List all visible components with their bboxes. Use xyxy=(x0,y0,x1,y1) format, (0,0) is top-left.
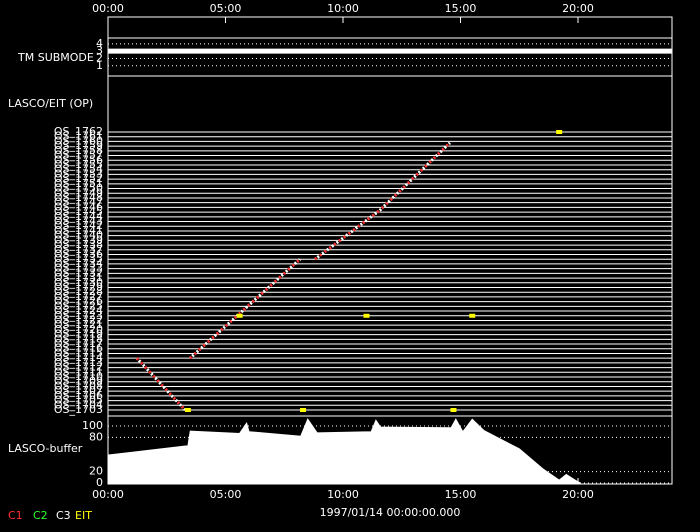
y-tick-label: OS_1718 xyxy=(54,332,103,345)
y-tick-label: 4 xyxy=(96,37,103,50)
y-tick-label: OS_1740 xyxy=(54,229,103,242)
y-tick-label: OS_1734 xyxy=(54,257,103,270)
y-tick-label: OS_1706 xyxy=(54,389,103,402)
data-point xyxy=(556,130,563,134)
x-tick-label: 05:00 xyxy=(210,2,242,15)
buffer-area xyxy=(107,418,581,484)
x-tick-label: 00:00 xyxy=(92,2,124,15)
y-tick-label: OS_1729 xyxy=(54,280,103,293)
y-tick-label: OS_1752 xyxy=(54,172,103,185)
y-tick-label: 1 xyxy=(96,59,103,72)
y-tick-label: OS_1713 xyxy=(54,356,103,369)
y-tick-label: OS_1720 xyxy=(54,323,103,336)
y-tick-label: OS_1748 xyxy=(54,191,103,204)
y-tick-label: OS_1745 xyxy=(54,205,103,218)
data-point xyxy=(363,313,370,318)
y-tick-label: OS_1708 xyxy=(54,379,103,392)
x-tick-label: 05:00 xyxy=(210,488,242,501)
data-point xyxy=(450,408,457,412)
y-tick-label: OS_1761 xyxy=(54,130,103,143)
y-tick-label: OS_1741 xyxy=(54,224,103,237)
date-label: 1997/01/14 00:00:00.000 xyxy=(320,506,461,519)
y-tick-label: OS_1725 xyxy=(54,299,103,312)
x-tick-label: 10:00 xyxy=(327,488,359,501)
y-tick-label: OS_1722 xyxy=(54,313,103,326)
legend-entry: C3 xyxy=(56,509,71,522)
y-tick-label: OS_1721 xyxy=(54,318,103,331)
y-tick-label: OS_1743 xyxy=(54,215,103,228)
y-tick-label: OS_1714 xyxy=(54,351,103,364)
y-tick-label: 2 xyxy=(96,51,103,64)
y-tick-label: OS_1756 xyxy=(54,153,103,166)
series-line xyxy=(135,141,451,412)
y-tick-label: OS_1711 xyxy=(54,365,103,378)
data-point xyxy=(300,408,307,412)
x-tick-label: 10:00 xyxy=(327,2,359,15)
y-tick-label: OS_1727 xyxy=(54,290,103,303)
y-tick-label: OS_1731 xyxy=(54,271,103,284)
y-tick-label: OS_1762 xyxy=(54,125,103,138)
panel-title: LASCO-buffer xyxy=(8,442,83,455)
y-tick-label: OS_1730 xyxy=(54,276,103,289)
panel-title: TM SUBMODE xyxy=(17,51,94,64)
x-tick-label: 20:00 xyxy=(562,2,594,15)
y-tick-label: OS_1732 xyxy=(54,266,103,279)
y-tick-label: OS_1735 xyxy=(54,252,103,265)
y-tick-label: OS_1744 xyxy=(54,210,103,223)
y-tick-label: OS_1758 xyxy=(54,144,103,157)
y-tick-label: OS_1736 xyxy=(54,248,103,261)
y-tick-label: OS_1753 xyxy=(54,167,103,180)
y-tick-label: OS_1719 xyxy=(54,328,103,341)
x-tick-label: 15:00 xyxy=(445,488,477,501)
legend-entry: C2 xyxy=(33,509,48,522)
y-tick-label: OS_1751 xyxy=(54,177,103,190)
legend-entry: EIT xyxy=(75,509,92,522)
y-tick-label: OS_1746 xyxy=(54,200,103,213)
data-point xyxy=(184,408,191,412)
y-tick-label: OS_1728 xyxy=(54,285,103,298)
y-tick-label: OS_1749 xyxy=(54,186,103,199)
y-tick-label: OS_1716 xyxy=(54,342,103,355)
y-tick-label: 3 xyxy=(96,44,103,57)
y-tick-label: OS_1733 xyxy=(54,262,103,275)
y-tick-label: OS_1705 xyxy=(54,394,103,407)
y-tick-label: OS_1723 xyxy=(54,309,103,322)
series-line xyxy=(135,141,451,412)
y-tick-label: OS_1757 xyxy=(54,149,103,162)
y-tick-label: 80 xyxy=(89,430,103,443)
y-tick-label: OS_1738 xyxy=(54,238,103,251)
y-tick-label: 100 xyxy=(82,419,103,432)
y-tick-label: OS_1759 xyxy=(54,139,103,152)
y-tick-label: OS_1715 xyxy=(54,346,103,359)
y-tick-label: OS_1703 xyxy=(54,403,103,416)
y-tick-label: OS_1704 xyxy=(54,398,103,411)
y-tick-label: OS_1707 xyxy=(54,384,103,397)
panel-title: LASCO/EIT (OP) xyxy=(8,97,93,110)
y-tick-label: OS_1760 xyxy=(54,134,103,147)
y-tick-label: 20 xyxy=(89,465,103,478)
x-tick-label: 15:00 xyxy=(445,2,477,15)
y-tick-label: OS_1747 xyxy=(54,196,103,209)
y-tick-label: OS_1737 xyxy=(54,243,103,256)
y-tick-label: OS_1754 xyxy=(54,163,103,176)
data-point xyxy=(236,313,243,318)
y-tick-label: OS_1755 xyxy=(54,158,103,171)
y-tick-label: OS_1724 xyxy=(54,304,103,317)
y-tick-label: OS_1739 xyxy=(54,233,103,246)
y-tick-label: OS_1717 xyxy=(54,337,103,350)
y-tick-label: 0 xyxy=(96,476,103,489)
y-tick-label: OS_1750 xyxy=(54,182,103,195)
plot-frame xyxy=(107,16,673,485)
legend-entry: C1 xyxy=(8,509,23,522)
x-tick-label: 00:00 xyxy=(92,488,124,501)
data-point xyxy=(469,313,476,318)
y-tick-label: OS_1709 xyxy=(54,375,103,388)
y-tick-label: OS_1712 xyxy=(54,361,103,374)
y-tick-label: OS_1726 xyxy=(54,295,103,308)
y-tick-label: OS_1742 xyxy=(54,219,103,232)
x-tick-label: 20:00 xyxy=(562,488,594,501)
y-tick-label: OS_1710 xyxy=(54,370,103,383)
